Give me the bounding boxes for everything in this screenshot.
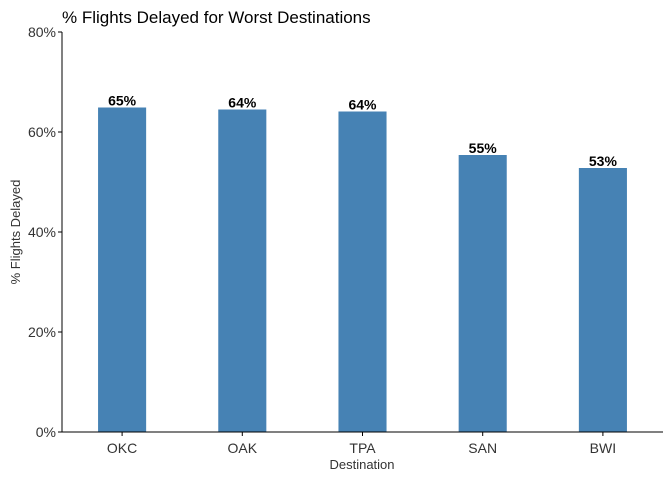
y-tick-label: 0% [36, 424, 56, 440]
data-label-bwi: 53% [589, 153, 618, 169]
axis-lines [61, 32, 663, 433]
bar-bwi [578, 168, 627, 432]
chart-title: % Flights Delayed for Worst Destinations [62, 8, 371, 27]
y-tick-label: 40% [28, 224, 56, 240]
data-label-san: 55% [469, 140, 498, 156]
y-tick-label: 60% [28, 124, 56, 140]
x-axis: OKC OAK TPA SAN BWI [107, 432, 616, 456]
x-tick-label-bwi: BWI [590, 440, 616, 456]
bars: 65% 64% 64% 55% 53% [98, 93, 627, 432]
bar-tpa [338, 111, 387, 432]
bar-okc [98, 107, 147, 432]
bar-oak [218, 109, 267, 432]
data-label-okc: 65% [108, 93, 137, 109]
y-tick-label: 80% [28, 24, 56, 40]
x-tick-label-okc: OKC [107, 440, 137, 456]
x-tick-label-san: SAN [468, 440, 497, 456]
y-axis: 0% 20% 40% 60% 80% [28, 24, 62, 440]
data-label-tpa: 64% [348, 97, 377, 113]
x-axis-label: Destination [329, 457, 394, 472]
y-axis-label: % Flights Delayed [8, 180, 23, 285]
x-tick-label-tpa: TPA [349, 440, 376, 456]
y-tick-label: 20% [28, 324, 56, 340]
bar-san [458, 155, 507, 432]
x-tick-label-oak: OAK [228, 440, 258, 456]
data-label-oak: 64% [228, 95, 257, 111]
